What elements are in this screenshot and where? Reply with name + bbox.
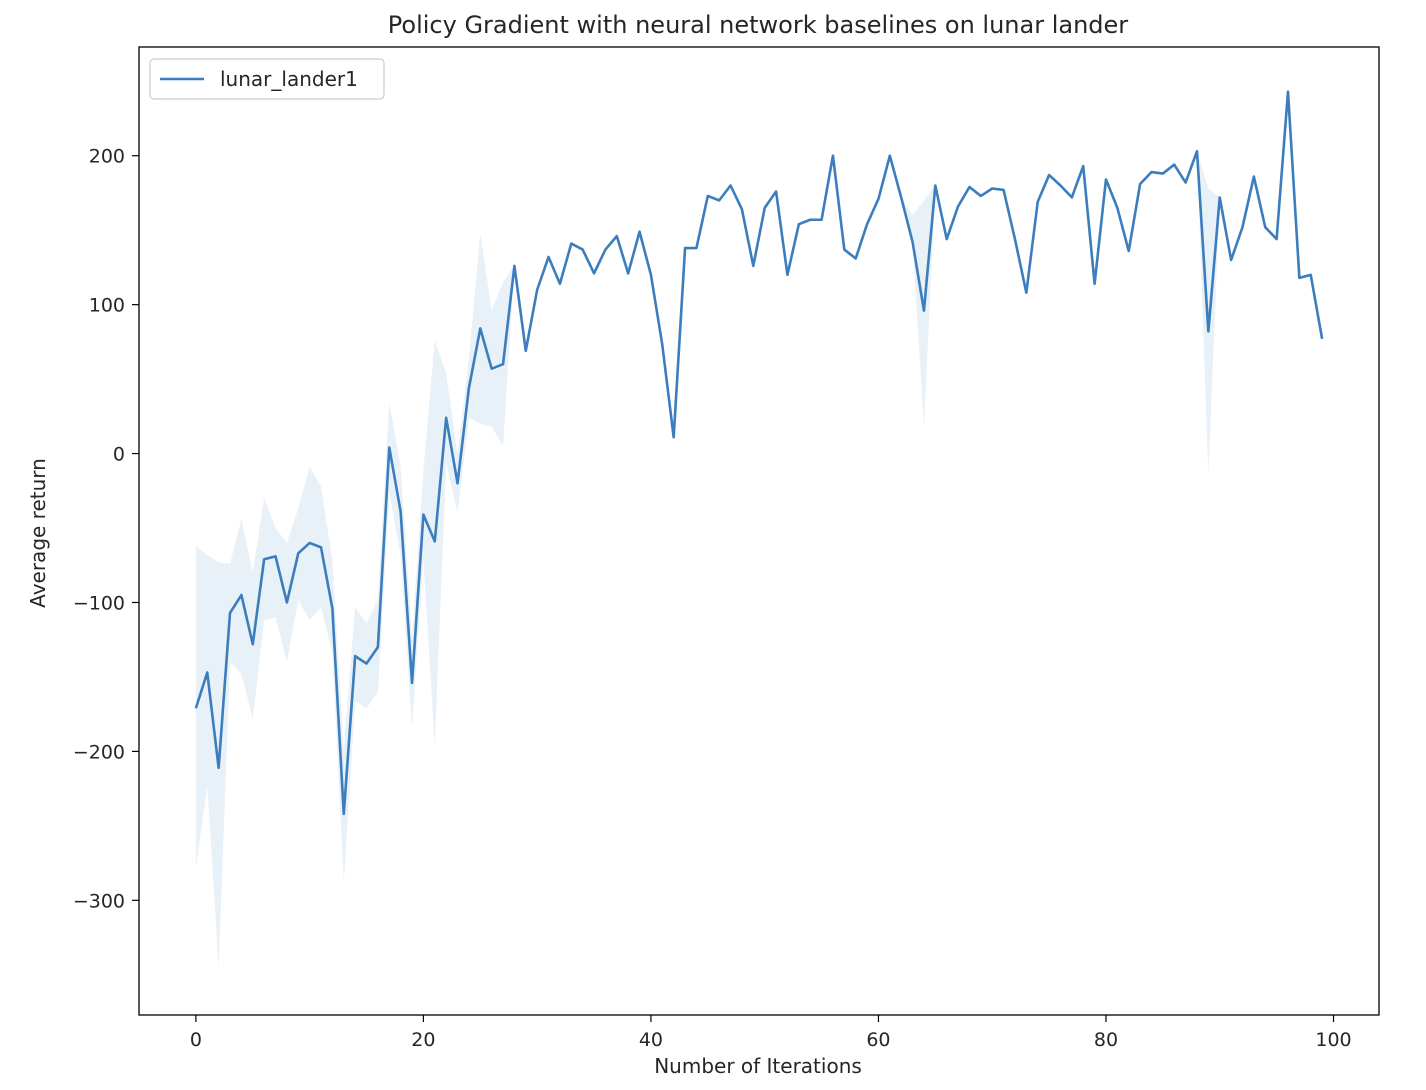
x-tick-label: 60	[866, 1029, 890, 1051]
y-tick-label: −200	[73, 741, 125, 763]
legend-label-lunar-lander1: lunar_lander1	[220, 67, 358, 91]
legend-box	[149, 58, 385, 100]
plot-frame	[138, 46, 1380, 1016]
data-points	[194, 90, 1324, 816]
x-tick-label: 80	[1094, 1029, 1118, 1051]
y-axis: −300 −200 −100 0 100 200	[73, 146, 139, 912]
y-axis-label: Average return	[26, 458, 50, 608]
series-line	[194, 90, 1324, 816]
x-tick-label: 0	[190, 1029, 202, 1051]
y-tick-label: −300	[73, 890, 125, 912]
x-tick-label: 100	[1315, 1029, 1351, 1051]
confidence-band	[195, 91, 1323, 968]
chart-title: Policy Gradient with neural network base…	[388, 11, 1129, 39]
y-tick-label: 100	[89, 295, 125, 317]
y-tick-label: 200	[89, 146, 125, 168]
plot-area	[194, 90, 1324, 968]
legend: lunar_lander1	[149, 58, 385, 100]
y-tick-label: 0	[113, 444, 125, 466]
x-axis: 0 20 40 60 80 100	[190, 1015, 1352, 1051]
x-axis-label: Number of Iterations	[654, 1054, 862, 1078]
y-tick-label: −100	[73, 592, 125, 614]
x-tick-label: 20	[411, 1029, 435, 1051]
x-tick-label: 40	[639, 1029, 663, 1051]
